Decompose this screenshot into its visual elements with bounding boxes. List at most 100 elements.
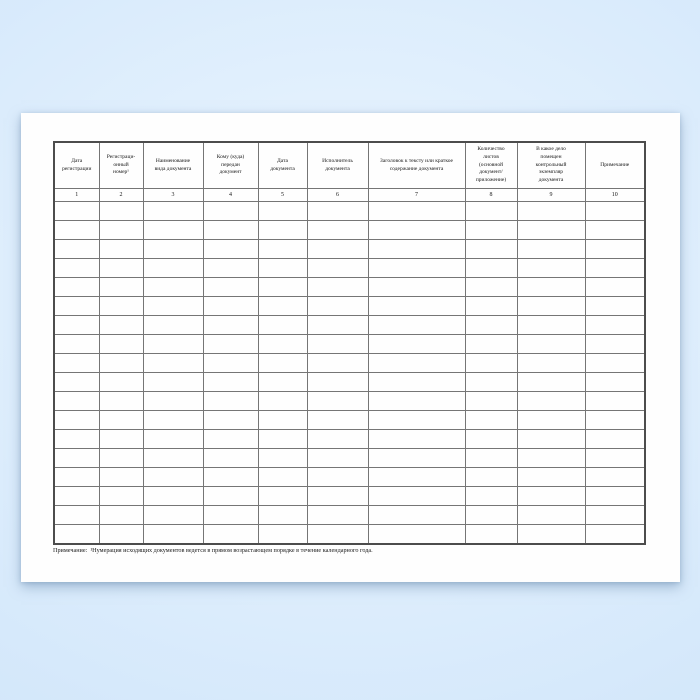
column-numbers-row: 1 2 3 4 5 6 7 8 9 10 bbox=[53, 188, 646, 202]
empty-cell bbox=[53, 486, 100, 506]
empty-cell bbox=[367, 524, 466, 545]
empty-cell bbox=[464, 391, 518, 411]
empty-cell bbox=[53, 429, 100, 449]
empty-cell bbox=[584, 391, 646, 411]
empty-table-row bbox=[53, 315, 646, 335]
footnote: Примечание: ¹Нумерация исходящих документ… bbox=[53, 547, 373, 555]
empty-cell bbox=[98, 315, 144, 335]
empty-cell bbox=[142, 220, 204, 240]
empty-cell bbox=[257, 315, 308, 335]
empty-cell bbox=[367, 201, 466, 221]
empty-cell bbox=[516, 334, 586, 354]
empty-cell bbox=[367, 429, 466, 449]
column-header: Кому (куда) передан документ bbox=[202, 141, 259, 189]
empty-cell bbox=[98, 353, 144, 373]
empty-cell bbox=[53, 448, 100, 468]
empty-cell bbox=[367, 296, 466, 316]
empty-cell bbox=[306, 334, 369, 354]
empty-cell bbox=[142, 315, 204, 335]
empty-cell bbox=[257, 467, 308, 487]
empty-cell bbox=[464, 410, 518, 430]
empty-cell bbox=[367, 448, 466, 468]
empty-table-row bbox=[53, 448, 646, 468]
empty-table-row bbox=[53, 296, 646, 316]
empty-cell bbox=[257, 429, 308, 449]
empty-cell bbox=[98, 448, 144, 468]
empty-table-row bbox=[53, 429, 646, 449]
empty-cell bbox=[516, 353, 586, 373]
empty-cell bbox=[306, 467, 369, 487]
empty-cell bbox=[584, 334, 646, 354]
empty-cell bbox=[142, 201, 204, 221]
column-header: Регистраци- онный номер¹ bbox=[98, 141, 144, 189]
empty-cell bbox=[516, 486, 586, 506]
column-header: Наименование вида документа bbox=[142, 141, 204, 189]
empty-cell bbox=[202, 467, 259, 487]
empty-cell bbox=[306, 315, 369, 335]
column-header: Примечание bbox=[584, 141, 646, 189]
empty-cell bbox=[202, 372, 259, 392]
empty-table-row bbox=[53, 467, 646, 487]
empty-cell bbox=[257, 448, 308, 468]
empty-cell bbox=[367, 505, 466, 525]
empty-cell bbox=[306, 372, 369, 392]
empty-cell bbox=[516, 277, 586, 297]
empty-table-row bbox=[53, 391, 646, 411]
empty-cell bbox=[202, 201, 259, 221]
empty-cell bbox=[516, 372, 586, 392]
column-number: 9 bbox=[516, 188, 586, 202]
empty-cell bbox=[202, 410, 259, 430]
column-number: 7 bbox=[367, 188, 466, 202]
column-number: 10 bbox=[584, 188, 646, 202]
empty-cell bbox=[98, 524, 144, 545]
empty-cell bbox=[367, 486, 466, 506]
empty-cell bbox=[367, 258, 466, 278]
empty-cell bbox=[98, 429, 144, 449]
empty-cell bbox=[306, 258, 369, 278]
empty-cell bbox=[516, 410, 586, 430]
empty-cell bbox=[306, 486, 369, 506]
column-number: 2 bbox=[98, 188, 144, 202]
empty-cell bbox=[257, 258, 308, 278]
empty-cell bbox=[584, 486, 646, 506]
empty-cell bbox=[367, 277, 466, 297]
column-number: 8 bbox=[464, 188, 518, 202]
empty-cell bbox=[257, 277, 308, 297]
empty-cell bbox=[142, 410, 204, 430]
empty-table-row bbox=[53, 524, 646, 545]
empty-cell bbox=[367, 410, 466, 430]
empty-cell bbox=[202, 315, 259, 335]
column-number: 5 bbox=[257, 188, 308, 202]
empty-cell bbox=[306, 201, 369, 221]
empty-cell bbox=[142, 296, 204, 316]
empty-cell bbox=[584, 524, 646, 545]
column-header: Количество листов (основной документ/ пр… bbox=[464, 141, 518, 189]
empty-cell bbox=[202, 524, 259, 545]
empty-cell bbox=[202, 334, 259, 354]
empty-cell bbox=[584, 353, 646, 373]
empty-cell bbox=[257, 505, 308, 525]
empty-cell bbox=[306, 410, 369, 430]
empty-cell bbox=[306, 391, 369, 411]
empty-cell bbox=[98, 372, 144, 392]
empty-cell bbox=[584, 315, 646, 335]
empty-cell bbox=[306, 277, 369, 297]
empty-cell bbox=[516, 201, 586, 221]
empty-cell bbox=[516, 315, 586, 335]
empty-cell bbox=[257, 372, 308, 392]
empty-cell bbox=[257, 239, 308, 259]
empty-cell bbox=[98, 505, 144, 525]
empty-table-row bbox=[53, 239, 646, 259]
empty-cell bbox=[53, 239, 100, 259]
empty-cell bbox=[584, 239, 646, 259]
empty-cell bbox=[98, 220, 144, 240]
empty-cell bbox=[584, 296, 646, 316]
empty-cell bbox=[584, 505, 646, 525]
empty-cell bbox=[464, 505, 518, 525]
empty-table-row bbox=[53, 277, 646, 297]
column-header: Исполнитель документа bbox=[306, 141, 369, 189]
empty-cell bbox=[584, 201, 646, 221]
empty-cell bbox=[516, 448, 586, 468]
empty-cell bbox=[464, 448, 518, 468]
